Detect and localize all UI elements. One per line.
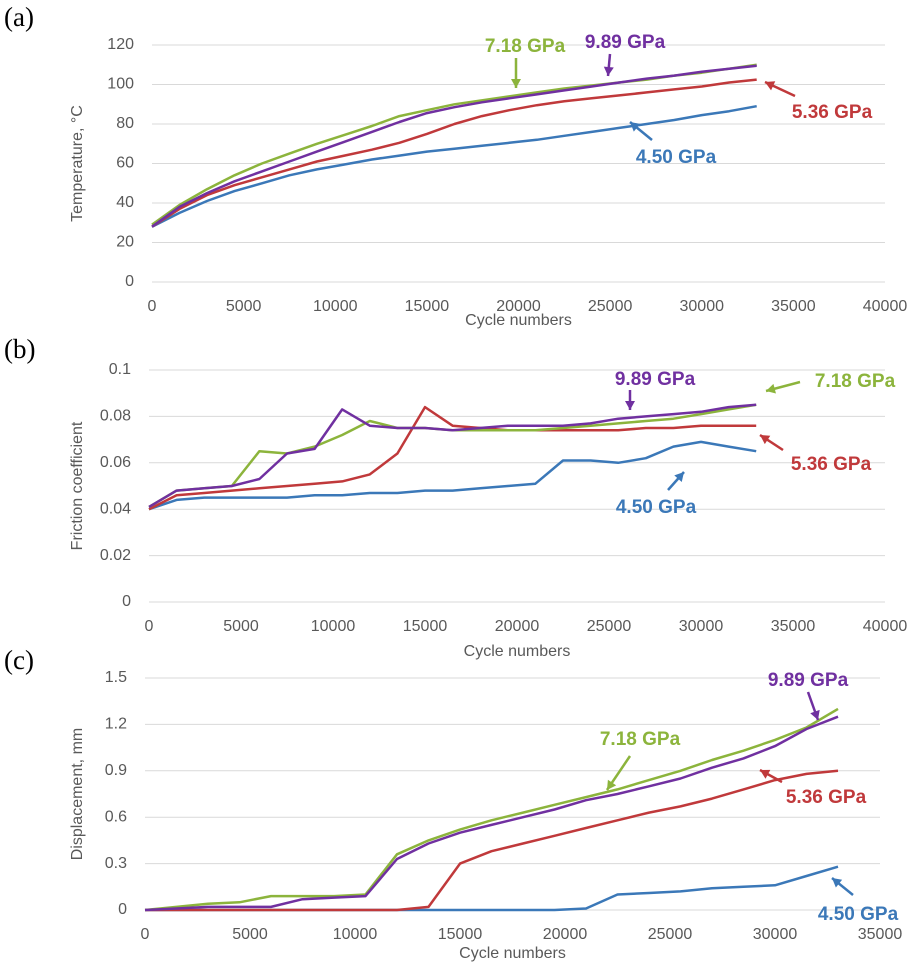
x-axis-title: Cycle numbers — [459, 945, 566, 962]
annotation-arrowhead — [625, 401, 635, 410]
series-line — [151, 78, 757, 228]
y-tick-label: 0.04 — [100, 500, 131, 517]
series-annotation: 5.36 GPa — [792, 102, 873, 123]
x-tick-label: 10000 — [333, 926, 378, 943]
x-tick-label: 15000 — [405, 298, 450, 315]
series-annotation: 9.89 GPa — [615, 369, 696, 390]
x-tick-label: 10000 — [311, 618, 356, 635]
x-tick-label: 0 — [141, 926, 150, 943]
x-tick-label: 10000 — [313, 298, 358, 315]
annotation-arrowhead — [607, 779, 617, 790]
series-line — [148, 403, 757, 508]
series-annotation: 7.18 GPa — [485, 36, 566, 57]
y-axis-title: Friction coefficient — [69, 421, 86, 550]
y-tick-label: 0.06 — [100, 454, 131, 471]
y-tick-label: 80 — [116, 115, 134, 132]
x-tick-label: 30000 — [753, 926, 798, 943]
annotation-arrowhead — [810, 709, 820, 720]
x-tick-label: 5000 — [232, 926, 268, 943]
panel-label: (c) — [4, 645, 34, 675]
series-annotation: 4.50 GPa — [636, 147, 717, 168]
x-tick-label: 35000 — [858, 926, 903, 943]
x-tick-label: 15000 — [403, 618, 448, 635]
x-tick-label: 30000 — [680, 298, 725, 315]
x-tick-label: 30000 — [679, 618, 724, 635]
y-tick-label: 20 — [116, 234, 134, 251]
annotation-arrowhead — [765, 81, 776, 91]
x-tick-label: 5000 — [226, 298, 262, 315]
y-tick-label: 0 — [125, 273, 134, 290]
series-line — [144, 707, 839, 912]
y-tick-label: 1.5 — [105, 669, 127, 686]
y-tick-label: 1.2 — [105, 716, 127, 733]
series-annotation: 4.50 GPa — [616, 497, 697, 518]
y-tick-label: 0 — [122, 593, 131, 610]
x-axis-title: Cycle numbers — [465, 312, 572, 329]
annotation-arrowhead — [674, 472, 684, 483]
y-tick-label: 0.3 — [105, 855, 127, 872]
y-tick-label: 0 — [118, 901, 127, 918]
y-tick-label: 60 — [116, 155, 134, 172]
series-line — [151, 64, 757, 228]
x-tick-label: 20000 — [543, 926, 588, 943]
y-tick-label: 0.9 — [105, 762, 127, 779]
series-annotation: 5.36 GPa — [786, 787, 867, 808]
y-axis-title: Displacement, mm — [69, 728, 86, 860]
y-tick-label: 120 — [107, 36, 134, 53]
series-line — [148, 440, 757, 511]
annotation-arrowhead — [832, 878, 843, 888]
x-tick-label: 5000 — [223, 618, 259, 635]
series-annotation: 4.50 GPa — [818, 904, 899, 925]
y-tick-label: 0.02 — [100, 547, 131, 564]
x-tick-label: 40000 — [863, 618, 908, 635]
annotation-arrowhead — [766, 383, 776, 394]
x-tick-label: 15000 — [438, 926, 483, 943]
y-tick-label: 40 — [116, 194, 134, 211]
series-line — [145, 865, 839, 912]
panel-label: (a) — [4, 2, 34, 32]
x-tick-label: 25000 — [588, 298, 633, 315]
x-tick-label: 0 — [148, 298, 157, 315]
y-tick-label: 100 — [107, 76, 134, 93]
x-tick-label: 20000 — [495, 618, 540, 635]
series-line — [151, 63, 757, 226]
x-tick-label: 40000 — [863, 298, 908, 315]
series-line — [144, 715, 839, 912]
series-line — [151, 104, 757, 228]
annotation-arrowhead — [603, 66, 614, 76]
annotation-arrowhead — [630, 122, 641, 132]
y-tick-label: 0.08 — [100, 408, 131, 425]
panel-label: (b) — [4, 334, 35, 364]
series-line — [148, 405, 757, 511]
series-annotation: 5.36 GPa — [791, 454, 872, 475]
x-axis-title: Cycle numbers — [464, 643, 571, 660]
y-tick-label: 0.1 — [109, 361, 131, 378]
x-tick-label: 35000 — [771, 298, 816, 315]
x-tick-label: 20000 — [496, 298, 541, 315]
x-tick-label: 35000 — [771, 618, 816, 635]
series-annotation: 7.18 GPa — [815, 371, 896, 392]
series-line — [145, 769, 839, 912]
x-tick-label: 25000 — [587, 618, 632, 635]
series-annotation: 9.89 GPa — [768, 670, 849, 691]
x-tick-label: 25000 — [648, 926, 693, 943]
annotation-arrowhead — [511, 79, 521, 88]
annotation-arrowhead — [760, 435, 771, 445]
series-annotation: 7.18 GPa — [600, 729, 681, 750]
annotation-arrowhead — [760, 769, 771, 779]
y-tick-label: 0.6 — [105, 808, 127, 825]
series-annotation: 9.89 GPa — [585, 32, 666, 53]
y-axis-title: Temperature, °C — [69, 105, 86, 222]
x-tick-label: 0 — [145, 618, 154, 635]
